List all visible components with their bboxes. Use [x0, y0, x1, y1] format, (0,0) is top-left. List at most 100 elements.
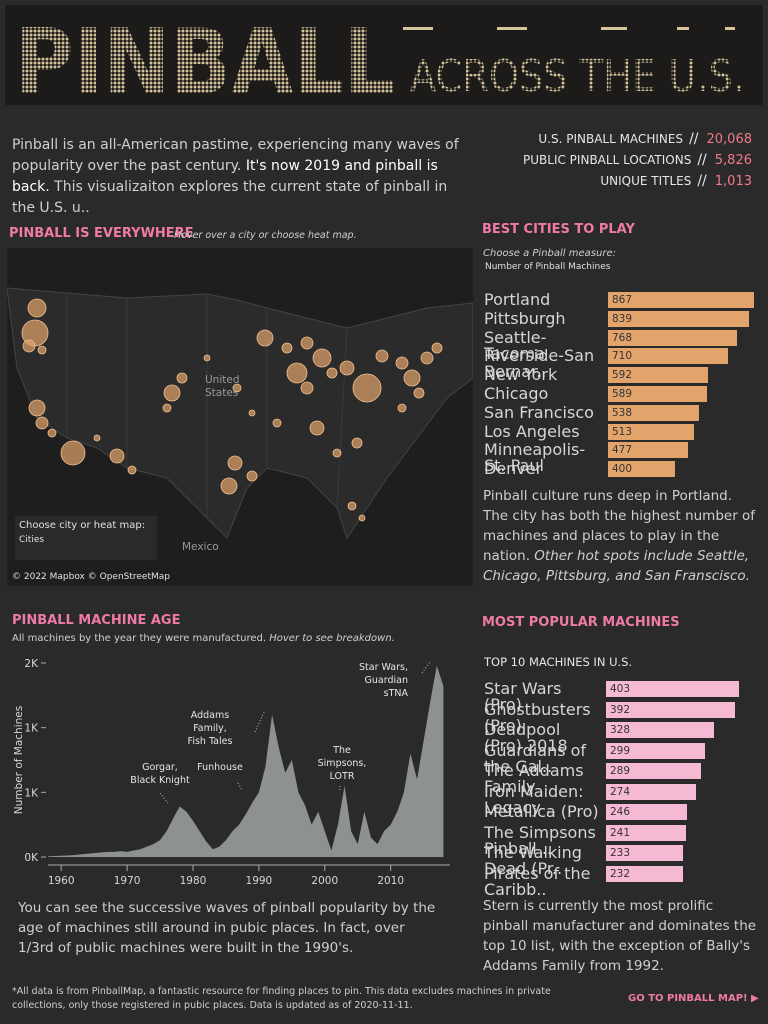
cities-chart: Portland 867 Pittsburgh 839 Seattle-Tacoma 76… — [484, 292, 764, 482]
machines-chart: Star Wars (Pro) 403 Ghostbusters (Pro) 392 D… — [484, 679, 764, 897]
bar[interactable]: 289 — [606, 763, 702, 779]
value-label: 274 — [610, 785, 631, 798]
stat-value: 1,013 — [714, 174, 752, 189]
annotation: Addams — [191, 710, 229, 721]
annotation: Fish Tales — [188, 736, 233, 747]
value-label: 538 — [612, 406, 633, 419]
header-title: PINBALL — [15, 10, 395, 105]
led-ticks — [403, 27, 735, 30]
bar[interactable]: 592 — [608, 367, 708, 384]
annotation: Funhouse — [197, 762, 243, 773]
annotation: Family, — [193, 723, 227, 734]
stat-row: U.S. PINBALL MACHINES // 20,068 — [523, 129, 752, 150]
bar[interactable]: 867 — [608, 292, 754, 308]
value-label: 592 — [612, 369, 633, 382]
subtitle-text: All machines by the year they were manuf… — [12, 633, 267, 644]
bar[interactable]: 839 — [608, 310, 750, 327]
control-value[interactable]: Cities — [19, 535, 45, 545]
value-label: 477 — [612, 444, 633, 457]
y-tick-label: 2K — [24, 658, 39, 670]
row-label: Star Wars (Pro) — [484, 679, 562, 714]
row-label: Guardians of the Gal.. — [484, 740, 587, 776]
bar[interactable]: 403 — [606, 681, 739, 697]
value-label: 768 — [612, 331, 633, 344]
value-label: 839 — [612, 312, 633, 325]
cities-description: Pinball culture runs deep in Portland. T… — [483, 486, 758, 586]
x-tick-label: 1970 — [114, 875, 141, 887]
link[interactable]: GO TO PINBALL MAP! ▶ — [628, 993, 759, 1004]
control-label: Choose city or heat map: — [19, 520, 146, 531]
header-band — [5, 5, 763, 105]
row-label: Portland — [484, 290, 551, 309]
x-tick-label: 1960 — [48, 875, 75, 887]
value-label: 246 — [610, 806, 631, 818]
annotation-leader — [237, 782, 243, 791]
value-label: 299 — [610, 744, 631, 757]
stat-value: 5,826 — [714, 153, 752, 168]
y-tick-label: 0K — [24, 852, 39, 864]
stats: U.S. PINBALL MACHINES // 20,068 PUBLIC PINB… — [523, 129, 752, 192]
stat-row: UNIQUE TITLES // 1,013 — [523, 171, 752, 192]
bar[interactable]: 328 — [606, 722, 715, 738]
stat-label: UNIQUE TITLES — [600, 174, 692, 188]
stat-label: PUBLIC PINBALL LOCATIONS — [523, 153, 692, 167]
value-label: 513 — [612, 425, 633, 438]
row-label: The Addams Family — [484, 761, 584, 796]
row-label: Minneapolis-St. Paul — [484, 440, 586, 476]
annotation: LOTR — [330, 771, 355, 782]
bar[interactable]: 392 — [606, 701, 736, 718]
row-label: Chicago — [484, 384, 549, 403]
section-title: PINBALL MACHINE AGE — [12, 613, 181, 628]
age-chart: 0K 1K 1K 2K 1960 1970 1980 1990 2000 2010 Number o… — [13, 658, 450, 887]
age-description: You can see the successive waves of pinb… — [18, 900, 436, 956]
bar[interactable]: 400 — [608, 461, 676, 478]
x-tick-label: 2010 — [377, 875, 404, 887]
bar[interactable]: 589 — [608, 386, 708, 402]
stat-separator: // — [689, 131, 699, 147]
row-label: Ghostbusters (Pro) — [484, 699, 591, 735]
section-hint: Hover over a city or choose heat map. — [174, 230, 357, 241]
map-control[interactable]: Choose city or heat map: Cities — [15, 516, 157, 560]
y-tick-label: 1K — [24, 787, 39, 799]
bar[interactable]: 513 — [608, 423, 695, 440]
annotation: Gorgar, — [142, 762, 178, 773]
row-label: The Simpsons Pinball .. — [484, 822, 596, 858]
value-label: 289 — [610, 765, 631, 777]
bar[interactable]: 233 — [606, 845, 683, 861]
bar[interactable]: 232 — [606, 865, 683, 882]
bar[interactable]: 274 — [606, 783, 697, 800]
chart-subtitle: All machines by the year they were manuf… — [12, 633, 395, 644]
value-label: 241 — [610, 826, 631, 839]
bar[interactable]: 538 — [608, 404, 699, 421]
chart-subtitle: TOP 10 MACHINES IN U.S. — [484, 655, 633, 669]
section-title: PINBALL IS EVERYWHERE — [9, 226, 194, 241]
annotation: sTNA — [384, 688, 409, 699]
y-axis-label: Number of Machines — [13, 706, 25, 814]
annotation: Simpsons, — [318, 758, 367, 769]
machines-description: Stern is currently the most prolific pin… — [483, 898, 757, 974]
measure-value[interactable]: Number of Pinball Machines — [485, 262, 611, 272]
header-subtitle: ACROSS THE U.S. — [410, 51, 745, 102]
section-title: BEST CITIES TO PLAY — [482, 222, 635, 237]
map-label: United States — [205, 374, 240, 399]
annotation: Guardian — [365, 675, 408, 686]
value-label: 400 — [612, 463, 633, 476]
row-label: Denver — [484, 459, 543, 479]
value-label: 710 — [612, 350, 633, 363]
bar[interactable]: 299 — [606, 742, 705, 759]
bar[interactable]: 241 — [606, 824, 686, 841]
bar[interactable]: 246 — [606, 804, 688, 820]
stat-row: PUBLIC PINBALL LOCATIONS // 5,826 — [523, 150, 752, 171]
intro-tail: This visualizaiton explores the current … — [12, 179, 448, 216]
map[interactable]: United States Mexico Choose city or heat… — [7, 248, 473, 586]
bar[interactable]: 768 — [608, 329, 738, 346]
stat-value: 20,068 — [706, 132, 753, 147]
value-label: 392 — [610, 703, 631, 716]
bar[interactable]: 477 — [608, 442, 689, 459]
value-label: 589 — [612, 388, 633, 400]
stat-separator: // — [697, 152, 707, 168]
map-canvas — [7, 287, 473, 540]
bar[interactable]: 710 — [608, 348, 728, 365]
header: PINBALL ACROSS THE U.S. — [5, 5, 763, 105]
